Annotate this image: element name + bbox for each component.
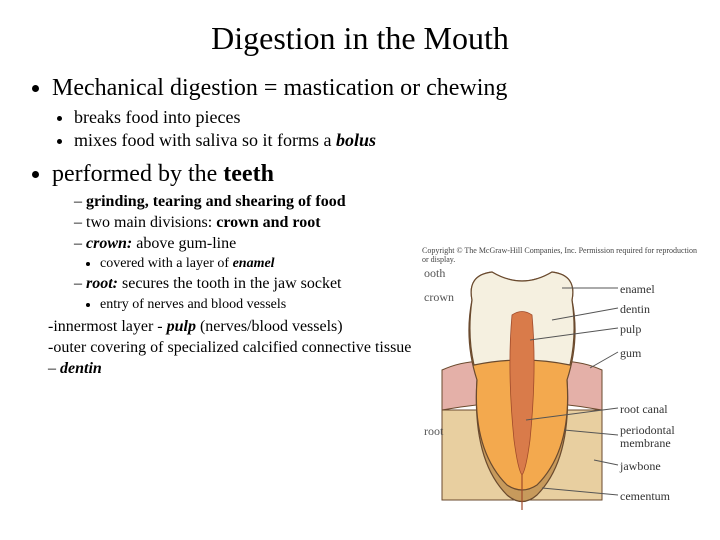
label-periodontal: periodontal membrane (620, 424, 702, 449)
root-term: root: (86, 275, 118, 292)
bullet-teeth: performed by the teeth (52, 161, 690, 188)
bullet-mechanical: Mechanical digestion = mastication or ch… (52, 75, 690, 102)
text: two main divisions: (86, 214, 216, 231)
text: crown and root (216, 214, 320, 231)
bullet-list-top-2: performed by the teeth (30, 161, 690, 188)
tooth-svg (422, 260, 702, 526)
left-label-tooth: ooth (424, 266, 445, 281)
text: -outer covering of specialized calcified… (48, 339, 411, 377)
sub-bullets-1: breaks food into pieces mixes food with … (30, 106, 690, 151)
label-dentin: dentin (620, 302, 650, 317)
text: performed by the (52, 161, 223, 187)
text: above gum-line (132, 235, 236, 252)
label-gum: gum (620, 346, 641, 361)
left-label-root: root (424, 424, 443, 439)
text: grinding, tearing and shearing of food (86, 193, 346, 210)
label-pulp: pulp (620, 322, 641, 337)
sub-mixes: mixes food with saliva so it forms a bol… (74, 129, 690, 152)
tooth-diagram: Copyright © The McGraw-Hill Companies, I… (422, 246, 702, 526)
page-title: Digestion in the Mouth (30, 20, 690, 57)
pulp-term: pulp (167, 318, 196, 335)
label-enamel: enamel (620, 282, 655, 297)
label-root-canal: root canal (620, 402, 668, 417)
enamel-term: enamel (233, 256, 275, 271)
bullet-list-top: Mechanical digestion = mastication or ch… (30, 75, 690, 102)
left-label-crown: crown (424, 290, 454, 305)
label-cementum: cementum (620, 489, 670, 504)
label-jawbone: jawbone (620, 459, 661, 474)
text: covered with a layer of (100, 256, 233, 271)
text: (nerves/blood vessels) (196, 318, 343, 335)
text: mixes food with saliva so it forms a (74, 130, 336, 150)
teeth-term: teeth (223, 161, 274, 187)
dash-grinding: grinding, tearing and shearing of food (74, 192, 690, 213)
dash-divisions: two main divisions: crown and root (74, 213, 690, 234)
paragraph-pulp-dentin: -innermost layer - pulp (nerves/blood ve… (48, 317, 418, 379)
text: secures the tooth in the jaw socket (118, 275, 342, 292)
sub-breaks: breaks food into pieces (74, 106, 690, 129)
text: Mechanical digestion = mastication or ch… (52, 75, 507, 101)
crown-term: crown: (86, 235, 132, 252)
text: -innermost layer - (48, 318, 167, 335)
dentin-term: dentin (60, 360, 102, 377)
bolus-term: bolus (336, 130, 376, 150)
